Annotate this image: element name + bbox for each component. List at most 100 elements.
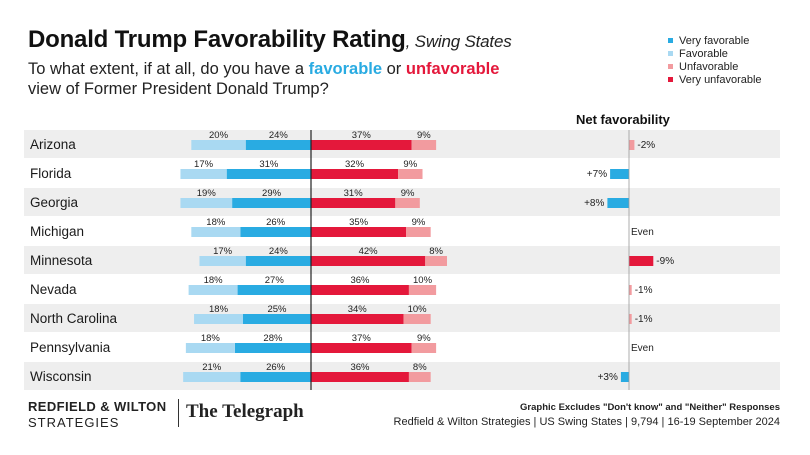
- net-value-label: +8%: [584, 198, 604, 209]
- value-label-very-favorable: 25%: [267, 304, 287, 315]
- legend-swatch: [668, 38, 673, 43]
- chart-subtitle: To what extent, if at all, do you have a…: [28, 59, 588, 99]
- value-label-favorable: 18%: [201, 333, 221, 344]
- bar-very-unfavorable: [311, 314, 404, 324]
- bar-very-unfavorable: [311, 227, 407, 237]
- bar-very-unfavorable: [311, 372, 409, 382]
- value-label-unfavorable: 10%: [413, 275, 433, 286]
- bar-unfavorable: [408, 285, 437, 295]
- value-label-unfavorable: 9%: [417, 333, 431, 344]
- net-value-label: +7%: [587, 169, 607, 180]
- value-label-very-favorable: 24%: [269, 246, 289, 257]
- value-label-unfavorable: 9%: [417, 130, 431, 141]
- question-or: or: [382, 60, 406, 78]
- bar-very-favorable: [243, 314, 311, 324]
- question-keyword-favorable: favorable: [308, 60, 383, 78]
- bar-very-favorable: [237, 285, 311, 295]
- bar-unfavorable: [395, 198, 420, 208]
- value-label-very-unfavorable: 42%: [359, 246, 379, 257]
- net-bar: [620, 372, 629, 382]
- net-bar: [629, 140, 635, 150]
- legend-swatch: [668, 51, 673, 56]
- bar-unfavorable: [425, 256, 447, 266]
- value-label-favorable: 18%: [209, 304, 229, 315]
- brand-name-line1: REDFIELD & WILTON: [28, 399, 167, 414]
- net-value-label: -9%: [656, 256, 674, 267]
- legend-item-unfavorable: Unfavorable: [668, 60, 762, 73]
- legend-swatch: [668, 64, 673, 69]
- bar-favorable: [180, 169, 227, 179]
- legend-label: Unfavorable: [679, 60, 739, 73]
- net-value-label: -2%: [637, 140, 655, 151]
- source-note: Redfield & Wilton Strategies | US Swing …: [393, 416, 780, 428]
- bar-favorable: [188, 285, 238, 295]
- bar-very-favorable: [245, 140, 311, 150]
- question-part1: To what extent, if at all, do you have a: [28, 60, 309, 78]
- legend-swatch: [668, 77, 673, 82]
- value-label-unfavorable: 8%: [413, 362, 427, 373]
- bar-very-unfavorable: [311, 198, 396, 208]
- net-bar: [607, 198, 629, 208]
- value-label-very-favorable: 28%: [263, 333, 283, 344]
- value-label-very-unfavorable: 37%: [352, 333, 372, 344]
- bar-unfavorable: [411, 140, 437, 150]
- value-label-very-unfavorable: 34%: [348, 304, 368, 315]
- value-label-favorable: 18%: [206, 217, 226, 228]
- bar-very-unfavorable: [311, 285, 409, 295]
- bar-favorable: [191, 227, 241, 237]
- net-bar: [610, 169, 629, 179]
- value-label-favorable: 20%: [209, 130, 229, 141]
- value-label-very-unfavorable: 35%: [349, 217, 369, 228]
- value-label-very-favorable: 26%: [266, 217, 286, 228]
- state-label: Wisconsin: [30, 369, 92, 384]
- net-value-label: -1%: [635, 285, 653, 296]
- legend-item-favorable: Favorable: [668, 47, 762, 60]
- chart-title-suffix: , Swing States: [405, 32, 512, 51]
- bar-favorable: [191, 140, 246, 150]
- chart-title: Donald Trump Favorability Rating, Swing …: [28, 26, 512, 54]
- bar-very-favorable: [234, 343, 311, 353]
- state-label: Michigan: [30, 224, 84, 239]
- net-bar: [629, 256, 654, 266]
- value-label-favorable: 17%: [194, 159, 214, 170]
- bar-very-favorable: [232, 198, 311, 208]
- value-label-favorable: 21%: [202, 362, 222, 373]
- bar-unfavorable: [403, 314, 431, 324]
- value-label-very-unfavorable: 36%: [350, 275, 370, 286]
- net-value-label: -1%: [635, 314, 653, 325]
- net-favorability-heading: Net favorability: [576, 112, 670, 127]
- value-label-very-unfavorable: 36%: [350, 362, 370, 373]
- value-label-unfavorable: 9%: [412, 217, 426, 228]
- bar-very-unfavorable: [311, 256, 426, 266]
- value-label-very-favorable: 26%: [266, 362, 286, 373]
- legend-item-very-favorable: Very favorable: [668, 34, 762, 47]
- bar-favorable: [183, 372, 241, 382]
- value-label-unfavorable: 8%: [429, 246, 443, 257]
- state-label: Minnesota: [30, 253, 93, 268]
- bar-unfavorable: [398, 169, 423, 179]
- state-label: Georgia: [30, 195, 79, 210]
- bar-unfavorable: [406, 227, 431, 237]
- value-label-very-unfavorable: 32%: [345, 159, 365, 170]
- question-keyword-unfavorable: unfavorable: [405, 60, 500, 78]
- value-label-very-favorable: 29%: [262, 188, 282, 199]
- bar-very-favorable: [240, 227, 311, 237]
- value-label-very-favorable: 31%: [259, 159, 279, 170]
- question-part2: view of Former President Donald Trump?: [28, 80, 329, 98]
- state-label: Florida: [30, 166, 72, 181]
- legend-label: Very unfavorable: [679, 73, 762, 86]
- bar-unfavorable: [408, 372, 431, 382]
- state-label: North Carolina: [30, 311, 118, 326]
- bar-very-favorable: [245, 256, 311, 266]
- legend-label: Favorable: [679, 47, 728, 60]
- legend-item-very-unfavorable: Very unfavorable: [668, 73, 762, 86]
- bar-very-favorable: [226, 169, 311, 179]
- chart-title-main: Donald Trump Favorability Rating: [28, 26, 406, 53]
- legend-label: Very favorable: [679, 34, 750, 47]
- value-label-favorable: 17%: [213, 246, 233, 257]
- bar-unfavorable: [411, 343, 437, 353]
- bar-very-unfavorable: [311, 343, 412, 353]
- value-label-very-favorable: 27%: [265, 275, 285, 286]
- value-label-very-unfavorable: 37%: [352, 130, 372, 141]
